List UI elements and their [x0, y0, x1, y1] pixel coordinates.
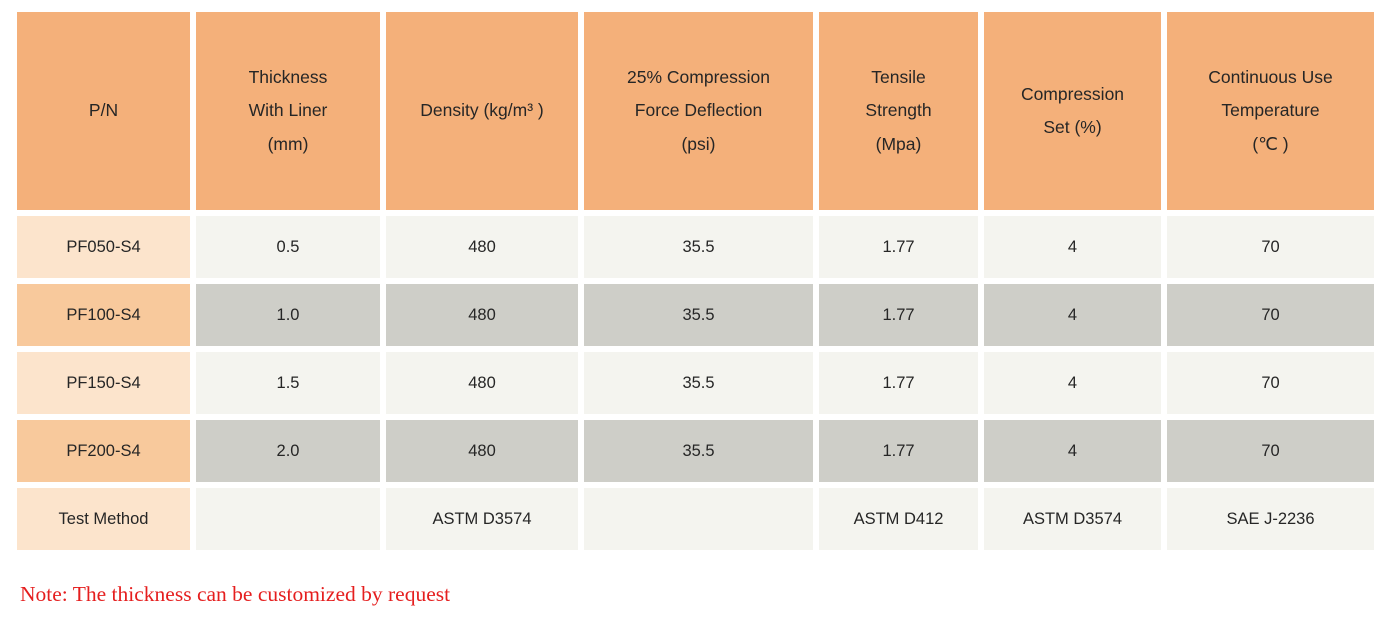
- cell-temperature: 70: [1167, 352, 1374, 414]
- table-row-pf050: PF050-S4 0.5 480 35.5 1.77 4 70: [17, 216, 1374, 278]
- column-header-pn: P/N: [17, 12, 190, 210]
- cell-density: 480: [386, 216, 578, 278]
- column-header-tensile: Tensile Strength (Mpa): [819, 12, 978, 210]
- cell-cfd: 35.5: [584, 284, 813, 346]
- spec-table: P/N Thickness With Liner (mm) Density (k…: [11, 6, 1380, 556]
- cell-cfd: 35.5: [584, 352, 813, 414]
- cell-cfd: [584, 488, 813, 550]
- table-row-pf200: PF200-S4 2.0 480 35.5 1.77 4 70: [17, 420, 1374, 482]
- header-row: P/N Thickness With Liner (mm) Density (k…: [17, 12, 1374, 210]
- column-header-temperature: Continuous Use Temperature (℃ ): [1167, 12, 1374, 210]
- cell-thickness: 1.0: [196, 284, 380, 346]
- cell-compression-set: 4: [984, 420, 1161, 482]
- table-row-pf100: PF100-S4 1.0 480 35.5 1.77 4 70: [17, 284, 1374, 346]
- cell-compression-set: 4: [984, 352, 1161, 414]
- cell-compression-set: 4: [984, 216, 1161, 278]
- cell-density: 480: [386, 352, 578, 414]
- cell-temperature: 70: [1167, 216, 1374, 278]
- row-label: PF150-S4: [17, 352, 190, 414]
- row-label: Test Method: [17, 488, 190, 550]
- cell-temperature: SAE J-2236: [1167, 488, 1374, 550]
- cell-cfd: 35.5: [584, 420, 813, 482]
- cell-cfd: 35.5: [584, 216, 813, 278]
- cell-tensile: 1.77: [819, 352, 978, 414]
- cell-tensile: 1.77: [819, 216, 978, 278]
- cell-tensile: ASTM D412: [819, 488, 978, 550]
- row-label: PF100-S4: [17, 284, 190, 346]
- cell-temperature: 70: [1167, 284, 1374, 346]
- cell-tensile: 1.77: [819, 420, 978, 482]
- column-header-density: Density (kg/m³ ): [386, 12, 578, 210]
- thickness-note: Note: The thickness can be customized by…: [20, 582, 451, 606]
- row-label: PF050-S4: [17, 216, 190, 278]
- cell-density: ASTM D3574: [386, 488, 578, 550]
- row-label: PF200-S4: [17, 420, 190, 482]
- cell-density: 480: [386, 284, 578, 346]
- table-row-test-method: Test Method ASTM D3574 ASTM D412 ASTM D3…: [17, 488, 1374, 550]
- cell-compression-set: 4: [984, 284, 1161, 346]
- column-header-compression-set: Compression Set (%): [984, 12, 1161, 210]
- cell-compression-set: ASTM D3574: [984, 488, 1161, 550]
- cell-thickness: [196, 488, 380, 550]
- table-row-pf150: PF150-S4 1.5 480 35.5 1.77 4 70: [17, 352, 1374, 414]
- cell-density: 480: [386, 420, 578, 482]
- cell-thickness: 1.5: [196, 352, 380, 414]
- cell-temperature: 70: [1167, 420, 1374, 482]
- cell-tensile: 1.77: [819, 284, 978, 346]
- column-header-thickness: Thickness With Liner (mm): [196, 12, 380, 210]
- column-header-cfd: 25% Compression Force Deflection (psi): [584, 12, 813, 210]
- cell-thickness: 0.5: [196, 216, 380, 278]
- cell-thickness: 2.0: [196, 420, 380, 482]
